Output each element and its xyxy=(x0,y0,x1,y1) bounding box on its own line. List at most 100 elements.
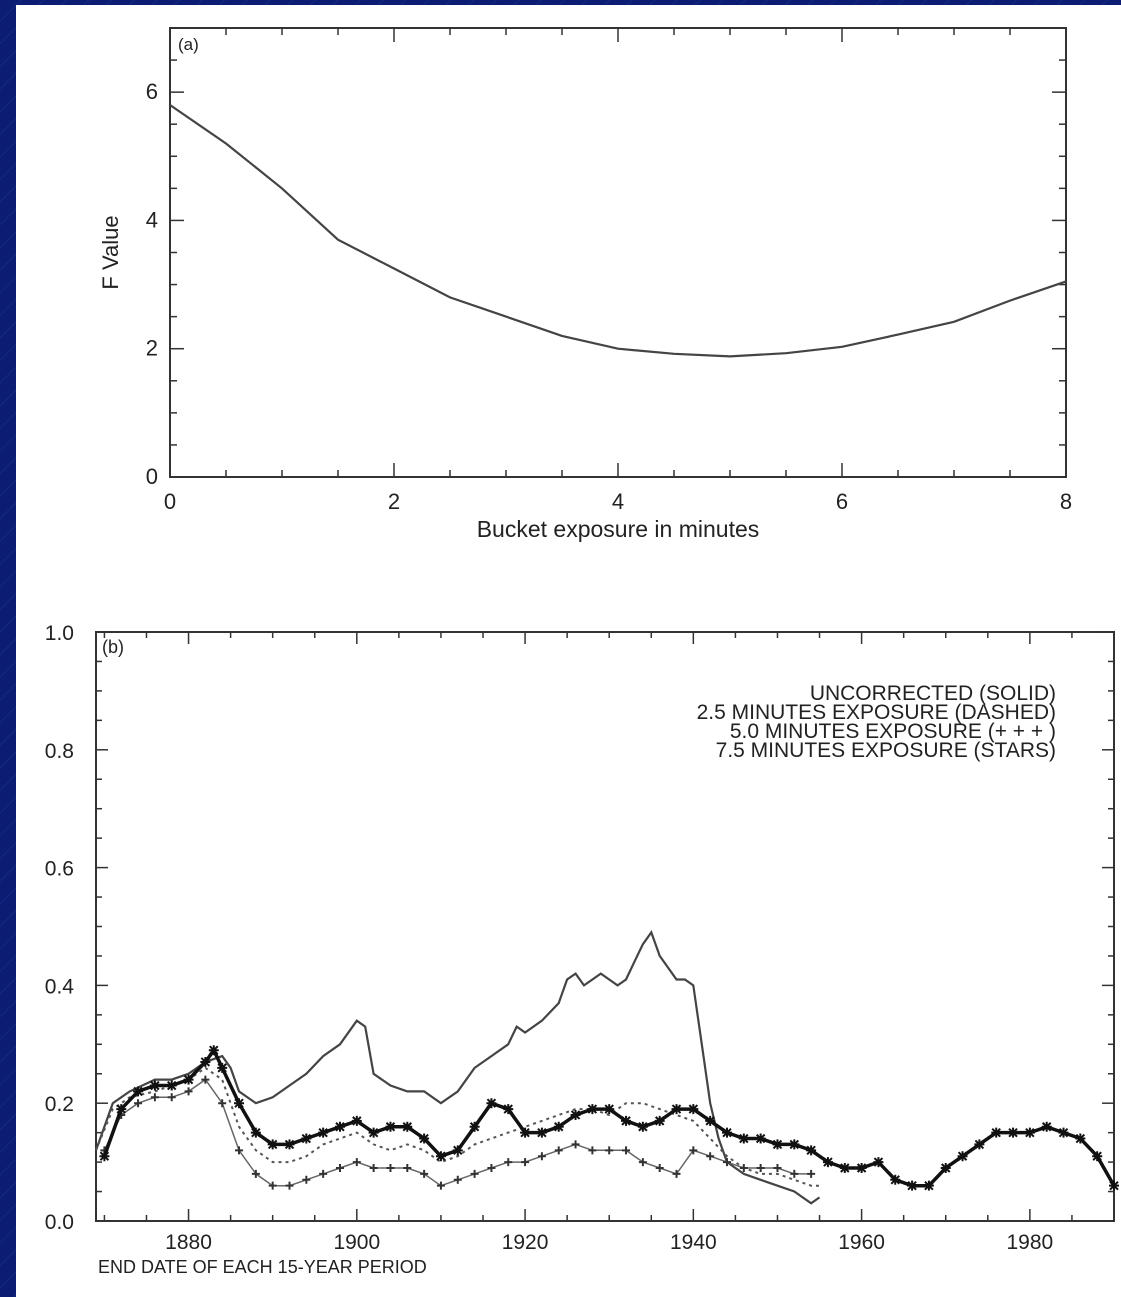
y-tick-label-a: 2 xyxy=(146,336,158,361)
star-marker-b xyxy=(368,1127,379,1138)
plus-marker-b xyxy=(638,1158,647,1167)
plus-marker-b xyxy=(218,1099,227,1108)
x-tick-label-a: 8 xyxy=(1060,489,1072,514)
y-tick-label-a: 6 xyxy=(146,79,158,104)
star-marker-b xyxy=(856,1162,867,1173)
star-marker-b xyxy=(755,1133,766,1144)
star-marker-b xyxy=(738,1133,749,1144)
plus-marker-b xyxy=(756,1163,765,1172)
chart-b: 0.0 0.2 0.4 0.6 0.8 1.0 1880 1900 1920 1940 1960 19… xyxy=(45,622,1119,1277)
plus-marker-b xyxy=(722,1158,731,1167)
star-marker-b xyxy=(907,1180,918,1191)
plus-marker-b xyxy=(588,1146,597,1155)
plus-marker-b xyxy=(470,1169,479,1178)
plus-marker-b xyxy=(386,1163,395,1172)
x-tick-label-b: 1960 xyxy=(838,1231,885,1254)
plus-marker-b xyxy=(235,1146,244,1155)
series-stars-line-b xyxy=(102,1046,1116,1188)
star-marker-b xyxy=(419,1133,430,1144)
star-marker-b xyxy=(208,1045,219,1056)
star-marker-b xyxy=(200,1056,211,1067)
star-marker-b xyxy=(250,1127,261,1138)
series-line-a xyxy=(169,104,1067,358)
x-tick-label-a: 0 xyxy=(164,489,176,514)
star-marker-b xyxy=(1008,1127,1019,1138)
star-marker-b xyxy=(149,1080,160,1091)
star-marker-b xyxy=(520,1127,531,1138)
plus-marker-b xyxy=(369,1163,378,1172)
star-marker-b xyxy=(587,1104,598,1115)
star-marker-b xyxy=(654,1115,665,1126)
y-tick-label-b: 1.0 xyxy=(45,622,74,645)
plus-marker-b xyxy=(302,1175,311,1184)
plus-marker-b xyxy=(739,1163,748,1172)
plus-marker-b xyxy=(622,1146,631,1155)
plus-marker-b xyxy=(453,1175,462,1184)
star-marker-b xyxy=(772,1139,783,1150)
star-marker-b xyxy=(806,1145,817,1156)
x-tick-label-b: 1940 xyxy=(670,1231,717,1254)
legend-entry-b: 7.5 MINUTES EXPOSURE (STARS) xyxy=(716,739,1056,762)
plus-marker-b xyxy=(537,1152,546,1161)
plus-marker-b xyxy=(420,1169,429,1178)
y-tick-label-a: 0 xyxy=(146,464,158,489)
star-marker-b xyxy=(721,1127,732,1138)
star-marker-b xyxy=(553,1121,564,1132)
plus-marker-b xyxy=(319,1169,328,1178)
plus-marker-b xyxy=(790,1169,799,1178)
star-marker-b xyxy=(284,1139,295,1150)
star-marker-b xyxy=(940,1162,951,1173)
plus-marker-b xyxy=(773,1163,782,1172)
star-marker-b xyxy=(705,1115,716,1126)
y-axis-label-a: F Value xyxy=(98,215,123,289)
plus-marker-b xyxy=(807,1169,816,1178)
star-marker-b xyxy=(621,1115,632,1126)
star-marker-b xyxy=(116,1104,127,1115)
plus-marker-b xyxy=(504,1158,513,1167)
y-tick-label-a: 4 xyxy=(146,207,158,232)
figure-sheet: 0 2 4 6 0 2 4 6 8 (a) Bucket exposure in minutes F … xyxy=(16,5,1121,1297)
star-marker-b xyxy=(183,1074,194,1085)
star-marker-b xyxy=(671,1104,682,1115)
plus-marker-b xyxy=(655,1163,664,1172)
plus-marker-b xyxy=(251,1169,260,1178)
star-marker-b xyxy=(1041,1121,1052,1132)
plus-marker-b xyxy=(352,1158,361,1167)
star-marker-b xyxy=(1092,1151,1103,1162)
star-marker-b xyxy=(890,1174,901,1185)
x-axis-label-b: END DATE OF EACH 15-YEAR PERIOD xyxy=(98,1257,427,1277)
star-marker-b xyxy=(99,1151,110,1162)
plus-marker-b xyxy=(184,1087,193,1096)
star-marker-b xyxy=(267,1139,278,1150)
star-marker-b xyxy=(234,1098,245,1109)
star-marker-b xyxy=(839,1162,850,1173)
panel-label-a: (a) xyxy=(178,35,199,54)
plus-marker-b xyxy=(134,1099,143,1108)
x-tick-label-b: 1980 xyxy=(1007,1231,1054,1254)
star-marker-b xyxy=(318,1127,329,1138)
star-marker-b xyxy=(536,1127,547,1138)
star-marker-b xyxy=(402,1121,413,1132)
x-tick-label-b: 1900 xyxy=(333,1231,380,1254)
star-marker-b xyxy=(974,1139,985,1150)
series-solid-b xyxy=(94,930,821,1205)
star-marker-b xyxy=(991,1127,1002,1138)
star-marker-b xyxy=(1075,1133,1086,1144)
x-tick-label-b: 1920 xyxy=(502,1231,549,1254)
legend-entry-b: UNCORRECTED (SOLID) xyxy=(810,682,1056,705)
star-marker-b xyxy=(334,1121,345,1132)
x-tick-label-a: 2 xyxy=(388,489,400,514)
legend-entry-b: 5.0 MINUTES EXPOSURE (+ + + ) xyxy=(730,720,1056,743)
plus-marker-b xyxy=(335,1163,344,1172)
plus-marker-b xyxy=(571,1140,580,1149)
star-marker-b xyxy=(166,1080,177,1091)
star-marker-b xyxy=(217,1062,228,1073)
x-tick-label-a: 4 xyxy=(612,489,624,514)
star-marker-b xyxy=(469,1121,480,1132)
panel-label-b: (b) xyxy=(102,637,124,657)
star-marker-b xyxy=(385,1121,396,1132)
star-marker-b xyxy=(637,1121,648,1132)
plus-marker-b xyxy=(403,1163,412,1172)
plot-frame-a xyxy=(169,27,1067,478)
star-marker-b xyxy=(688,1104,699,1115)
